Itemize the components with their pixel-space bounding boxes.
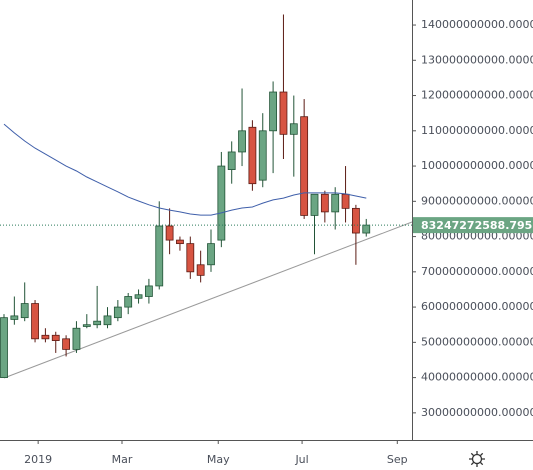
settings-icon[interactable] <box>469 451 485 467</box>
candle-body <box>207 243 215 266</box>
candle-body <box>62 338 70 350</box>
candle-body <box>10 315 19 320</box>
candle-body <box>103 315 112 326</box>
candle-body <box>41 334 50 340</box>
y-tick-label: 120000000000.000000 <box>421 89 533 102</box>
candle-body <box>31 303 39 340</box>
y-tick-label: 100000000000.000000 <box>421 159 533 172</box>
candle-body <box>134 294 143 299</box>
y-tick-label: 130000000000.000000 <box>421 53 533 66</box>
candle-body <box>165 225 174 241</box>
y-tick-label: 50000000000.000000 <box>421 335 533 348</box>
candle-body <box>51 334 60 341</box>
moving-average <box>3 123 367 216</box>
y-tick-label: 40000000000.000000 <box>421 371 533 384</box>
y-tick-label: 70000000000.000000 <box>421 265 533 278</box>
candle-body <box>72 327 81 350</box>
x-tick-label: Jul <box>294 453 308 466</box>
candle-body <box>238 130 246 153</box>
candle-body <box>362 224 371 234</box>
candle-body <box>176 239 184 245</box>
candle-body <box>82 324 91 327</box>
last-price-box <box>413 217 533 234</box>
candle-body <box>186 243 195 273</box>
candle-body <box>0 317 8 378</box>
x-tick-label: Sep <box>387 453 408 466</box>
candle-body <box>310 193 319 216</box>
candle-body <box>144 285 153 297</box>
x-tick-label: May <box>207 453 230 466</box>
candle-body <box>258 130 267 181</box>
candle-body <box>269 91 278 132</box>
x-tick-label: Mar <box>112 453 133 466</box>
candle-body <box>113 306 122 319</box>
candle-body <box>248 126 257 185</box>
candle-body <box>196 264 205 276</box>
trend-line <box>3 221 413 379</box>
candle-body <box>341 193 350 209</box>
y-tick-label: 110000000000.000000 <box>421 124 533 137</box>
y-tick-label: 60000000000.000000 <box>421 300 533 313</box>
candle-body <box>155 225 164 287</box>
y-tick-label: 140000000000.000000 <box>421 18 533 31</box>
candle-body <box>279 91 288 135</box>
last-price-label: 83247272588.795904 <box>421 219 533 232</box>
y-tick-label: 30000000000.000000 <box>421 406 533 419</box>
candle-body <box>20 303 29 319</box>
candle-body <box>289 123 298 135</box>
candle-body <box>351 207 360 234</box>
candle-body <box>124 296 133 308</box>
candle-body <box>300 116 309 216</box>
candle-body <box>320 193 329 213</box>
y-tick-label: 90000000000.000000 <box>421 194 533 207</box>
x-tick-label: 2019 <box>24 453 52 466</box>
candle-body <box>217 165 226 241</box>
candle-body <box>331 193 340 213</box>
candle-body <box>93 320 102 326</box>
candle-body <box>227 151 236 170</box>
